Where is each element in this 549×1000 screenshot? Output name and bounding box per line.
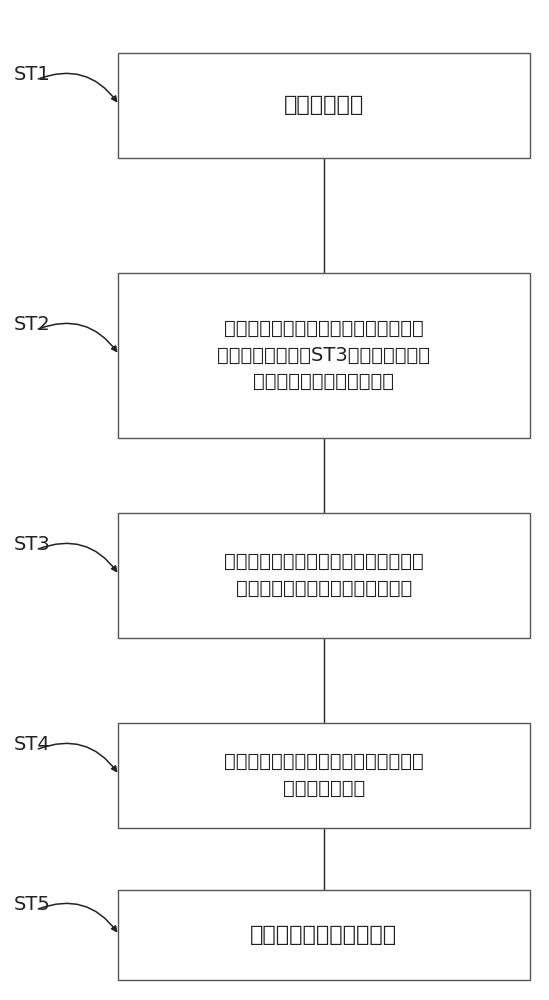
- Text: 启动检测程序: 启动检测程序: [284, 95, 364, 115]
- FancyBboxPatch shape: [118, 722, 530, 827]
- Text: ST1: ST1: [14, 66, 51, 85]
- Text: 判断变压器室油位状态是否满足预设状
态，若是，则进行ST3检测，若否，则
判定为箱式变压器发生故障: 判断变压器室油位状态是否满足预设状 态，若是，则进行ST3检测，若否，则 判定为…: [217, 319, 430, 391]
- Text: ST2: ST2: [14, 316, 51, 334]
- Text: ST5: ST5: [14, 896, 51, 914]
- FancyBboxPatch shape: [118, 52, 530, 157]
- Text: ST3: ST3: [14, 536, 51, 554]
- Text: ST4: ST4: [14, 736, 51, 754]
- Text: 执行变压器故障保护操作: 执行变压器故障保护操作: [250, 925, 397, 945]
- Text: 根据故障检测模块进行检测，判断变压
器是否发生故障: 根据故障检测模块进行检测，判断变压 器是否发生故障: [224, 752, 424, 798]
- Text: 检测箱式变压器的环境参数，判断是否
满足启动故障检测模块的触发条件: 检测箱式变压器的环境参数，判断是否 满足启动故障检测模块的触发条件: [224, 552, 424, 598]
- FancyBboxPatch shape: [118, 272, 530, 438]
- FancyBboxPatch shape: [118, 890, 530, 980]
- FancyBboxPatch shape: [118, 512, 530, 638]
